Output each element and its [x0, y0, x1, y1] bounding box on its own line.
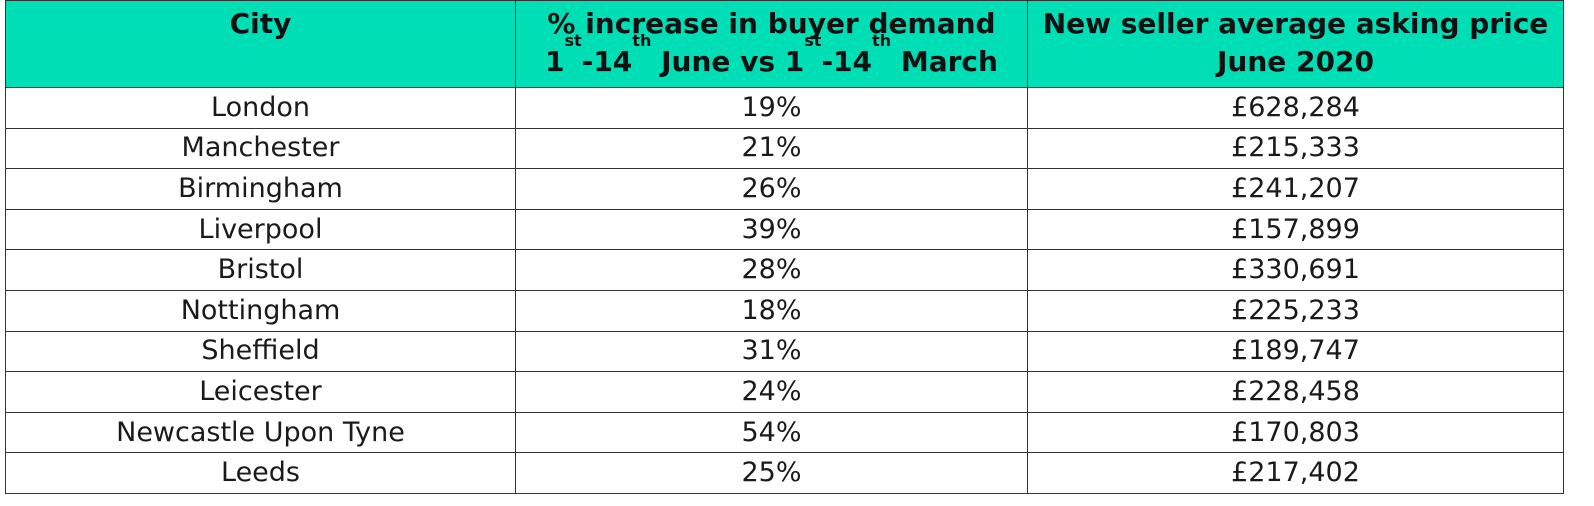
cell-increase: 25%: [515, 452, 1028, 494]
cell-increase: 24%: [515, 371, 1028, 413]
cell-price: £241,207: [1027, 168, 1564, 210]
cell-price: £157,899: [1027, 208, 1564, 251]
table-row: Manchester 21% £215,333: [5, 127, 1564, 170]
cell-city: Leeds: [5, 452, 516, 494]
cell-city: Birmingham: [5, 168, 516, 210]
header-ordinal-suffix: st: [804, 31, 822, 50]
header-buyer-demand-line1: % increase in buyer demand: [547, 7, 996, 40]
header-asking-price: New seller average asking price June 202…: [1027, 0, 1564, 88]
header-date-part: March: [891, 45, 998, 78]
header-city: City: [5, 0, 516, 88]
header-date-part: 1: [545, 45, 565, 78]
cell-increase: 18%: [515, 289, 1028, 332]
table-row: Birmingham 26% £241,207: [5, 168, 1564, 210]
cell-city: Manchester: [5, 127, 516, 170]
header-date-part: -14: [581, 45, 633, 78]
table-row: London 19% £628,284: [5, 87, 1564, 129]
cell-price: £225,233: [1027, 289, 1564, 332]
cell-price: £215,333: [1027, 127, 1564, 170]
cell-price: £228,458: [1027, 371, 1564, 413]
cell-city: Newcastle Upon Tyne: [5, 411, 516, 454]
header-row: City % increase in buyer demand 1st-14th…: [5, 0, 1564, 88]
cell-price: £189,747: [1027, 330, 1564, 373]
cell-city: Liverpool: [5, 208, 516, 251]
header-ordinal-suffix: th: [872, 31, 892, 50]
cell-increase: 26%: [515, 168, 1028, 210]
table-row: Newcastle Upon Tyne 54% £170,803: [5, 411, 1564, 454]
cell-increase: 54%: [515, 411, 1028, 454]
header-asking-price-line2: June 2020: [1217, 45, 1374, 78]
table-body: London 19% £628,284 Manchester 21% £215,…: [5, 87, 1564, 494]
header-ordinal-suffix: st: [564, 31, 582, 50]
cell-increase: 28%: [515, 249, 1028, 291]
table-row: Bristol 28% £330,691: [5, 249, 1564, 291]
cell-increase: 19%: [515, 87, 1028, 129]
header-buyer-demand-line2: 1st-14th June vs 1st-14th March: [516, 33, 1027, 81]
table-row: Liverpool 39% £157,899: [5, 208, 1564, 251]
header-city-label: City: [229, 7, 292, 40]
cell-increase: 39%: [515, 208, 1028, 251]
cell-price: £628,284: [1027, 87, 1564, 129]
cell-city: Leicester: [5, 371, 516, 413]
cell-city: Nottingham: [5, 289, 516, 332]
city-demand-table: City % increase in buyer demand 1st-14th…: [5, 0, 1564, 494]
table-row: Nottingham 18% £225,233: [5, 289, 1564, 332]
header-buyer-demand: % increase in buyer demand 1st-14th June…: [515, 0, 1028, 88]
table-row: Leicester 24% £228,458: [5, 371, 1564, 413]
cell-price: £170,803: [1027, 411, 1564, 454]
header-date-part: June vs 1: [651, 45, 805, 78]
cell-price: £217,402: [1027, 452, 1564, 494]
header-date-part: -14: [821, 45, 873, 78]
header-ordinal-suffix: th: [632, 31, 652, 50]
cell-price: £330,691: [1027, 249, 1564, 291]
cell-city: Bristol: [5, 249, 516, 291]
data-table-container: City % increase in buyer demand 1st-14th…: [5, 0, 1564, 494]
cell-increase: 21%: [515, 127, 1028, 170]
table-row: Sheffield 31% £189,747: [5, 330, 1564, 373]
cell-city: London: [5, 87, 516, 129]
cell-increase: 31%: [515, 330, 1028, 373]
table-header: City % increase in buyer demand 1st-14th…: [5, 0, 1564, 88]
table-row: Leeds 25% £217,402: [5, 452, 1564, 494]
cell-city: Sheffield: [5, 330, 516, 373]
header-asking-price-line1: New seller average asking price: [1042, 7, 1549, 40]
